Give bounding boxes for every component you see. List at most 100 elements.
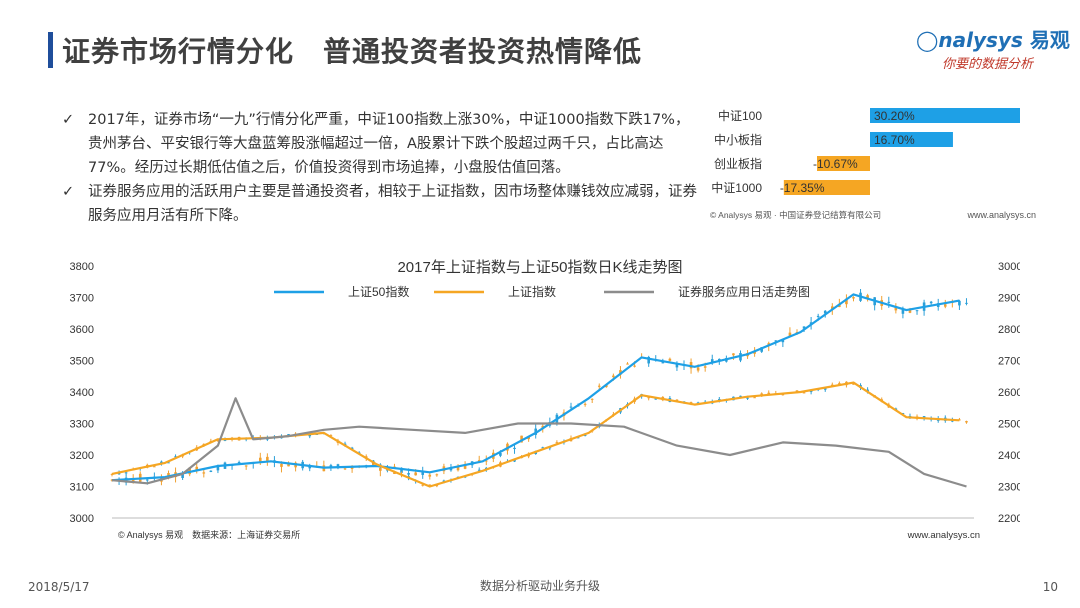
candle-body [901,309,905,314]
candle-body [710,359,714,363]
y-right-tick-label: 3000 [998,261,1020,273]
bar-value-label: 30.20% [874,109,915,123]
candle-body [400,467,403,473]
page-title: 证券市场行情分化 普通投资者投资热情降低 [62,35,643,68]
candle-body [181,472,184,478]
candle-body [654,398,658,400]
candle-body [329,435,333,437]
bar-value-label: -17.35% [780,181,825,195]
y-left-tick-label: 3500 [70,356,94,368]
y-right-tick-label: 2300 [998,482,1020,494]
candle-body [915,310,919,312]
bar [817,156,870,171]
bar-value-label: 16.70% [874,133,915,147]
candle-body [153,466,156,468]
candle-body [802,392,806,394]
bullet-item: ✓ 证券服务应用的活跃用户主要是普通投资者，相较于上证指数，因市场整体赚钱效应减… [62,180,702,228]
title-bar [48,32,53,68]
candle-body [802,326,806,329]
candle-body [887,301,891,303]
bullet-list: ✓ 2017年，证券市场“一九”行情分化严重，中证100指数上涨30%，中证10… [62,108,702,228]
y-right-tick-label: 2500 [998,419,1020,431]
candle-body [449,468,453,471]
candle-body [626,363,629,365]
candle-body [442,480,446,482]
legend-label: 上证指数 [508,284,556,299]
candle-body [590,398,594,400]
candle-body [689,402,693,404]
candle-body [174,456,177,458]
chart-site: www.analysys.cn [966,210,1036,220]
candle-body [287,463,290,467]
y-right-tick-label: 2800 [998,324,1020,336]
chart-source: © Analysys 易观 · 中国证券登记结算有限公司 [710,210,881,220]
candle-body [830,306,834,310]
candle-body [266,456,269,462]
candle-body [110,473,114,475]
candle-body [202,472,206,474]
y-left-tick-label: 3400 [70,387,94,399]
candle-body [908,308,912,313]
candle-body [428,474,432,477]
bar-category-label: 创业板指 [714,156,762,171]
candle-body [823,388,827,390]
candle-body [421,484,425,486]
candle-body [661,362,665,364]
y-left-tick-label: 3300 [70,419,94,431]
candle-body [943,304,947,307]
candle-body [244,465,248,467]
chart-title: 2017年上证指数与上证50指数日K线走势图 [397,259,682,276]
candle-body [852,383,855,385]
candle-body [929,301,933,304]
candle-body [866,295,869,299]
candle-body [852,297,855,299]
candle-body [463,465,467,469]
candle-body [195,466,199,471]
check-icon: ✓ [62,112,75,128]
candle-body [732,353,735,356]
index-kline-chart: 3000 3100 3200 3300 3400 3500 3600 3700 3800 2200… [70,259,1020,541]
candle-body [456,466,460,471]
candle-body [258,457,262,463]
candle-body [520,435,523,443]
bar [783,180,870,195]
check-icon: ✓ [62,184,75,200]
candle-body [718,358,721,361]
candle-body [216,439,220,442]
y-right-tick-label: 2400 [998,450,1020,462]
y-right-tick-label: 2700 [998,356,1020,368]
candle-body [965,421,968,423]
bullet-item: ✓ 2017年，证券市场“一九”行情分化严重，中证100指数上涨30%，中证10… [62,108,702,180]
candle-body [753,397,756,399]
candle-body [823,310,827,314]
chart-source: © Analysys 易观 数据来源：上海证券交易所 [118,529,300,540]
candle-body [668,358,672,361]
candle-body [167,473,170,477]
legend-label: 上证50指数 [348,284,409,299]
candle-body [343,468,347,470]
y-left-tick-label: 3600 [70,324,94,336]
candle-body [696,367,700,371]
candle-body [146,479,149,481]
series-line [111,397,967,488]
candle-body [633,365,636,367]
candle-body [739,395,742,397]
candle-body [513,447,516,450]
candle-body [830,384,834,386]
y-right-tick-label: 2200 [998,513,1020,525]
bar-category-label: 中证100 [718,108,762,123]
y-left-tick-label: 3200 [70,450,94,462]
y-right-tick-label: 2600 [998,387,1020,399]
logo-wordmark: ◯nalysys 易观 [916,28,1070,52]
candle-body [583,403,587,405]
candle-body [280,463,283,467]
candle-body [555,442,559,444]
analysys-logo: ◯nalysys 易观 你要的数据分析 [916,24,1070,72]
candle-body [612,375,615,378]
series-line [111,293,960,482]
candle-body [569,406,573,408]
candle-body [435,485,439,487]
candle-body [414,472,417,476]
logo-slogan: 你要的数据分析 [942,57,1034,72]
candle-body [216,466,220,471]
